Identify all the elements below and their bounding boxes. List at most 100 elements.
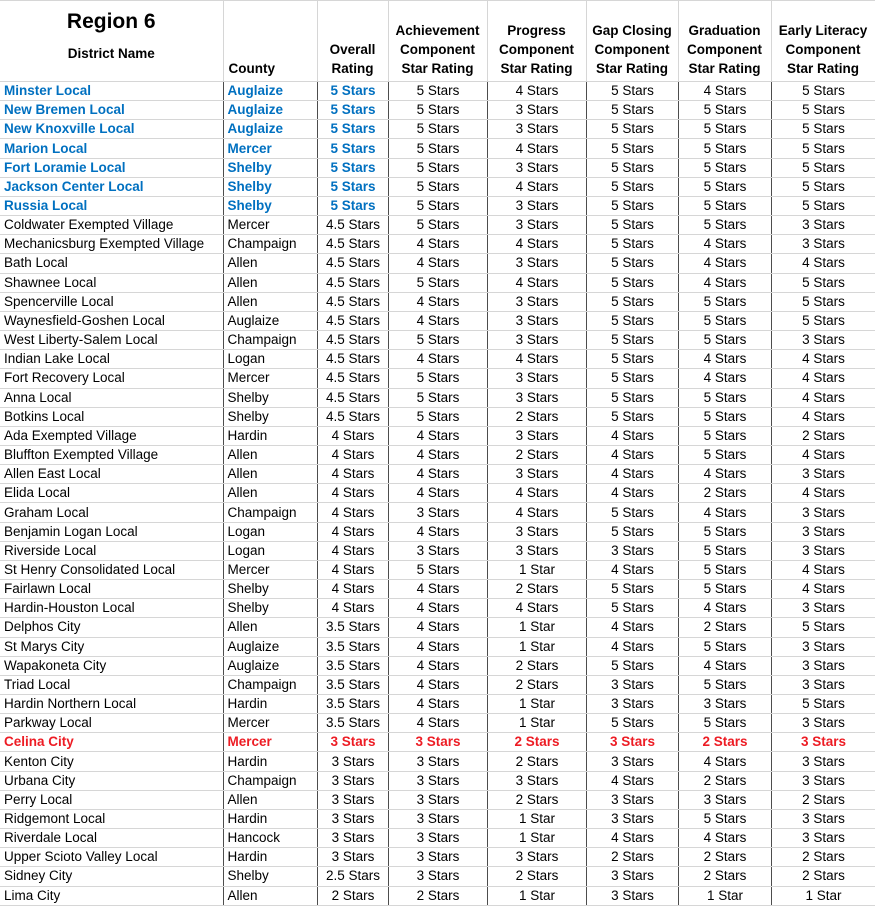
achievement-rating-cell: 3 Stars bbox=[387, 541, 487, 561]
progress-rating-cell: 1 Star bbox=[486, 694, 586, 715]
progress-rating-cell: 4 Stars bbox=[486, 273, 586, 293]
overall-rating-cell: 5 Stars bbox=[316, 138, 388, 159]
early-literacy-rating-cell: 3 Stars bbox=[770, 330, 875, 351]
table-row: Coldwater Exempted Village Mercer 4.5 St… bbox=[0, 215, 875, 236]
graduation-rating-cell: 5 Stars bbox=[677, 637, 771, 657]
overall-rating-cell: 4 Stars bbox=[316, 445, 388, 466]
overall-rating-cell: 4.5 Stars bbox=[316, 349, 388, 370]
achievement-rating-cell: 5 Stars bbox=[387, 388, 487, 408]
gap-closing-rating-cell: 4 Stars bbox=[585, 617, 678, 638]
table-row: Parkway Local Mercer 3.5 Stars 4 Stars 1… bbox=[0, 713, 875, 734]
early-literacy-rating-cell: 5 Stars bbox=[770, 617, 875, 638]
achievement-rating-cell: 4 Stars bbox=[387, 234, 487, 255]
graduation-rating-cell: 4 Stars bbox=[677, 464, 771, 485]
table-row: Mechanicsburg Exempted Village Champaign… bbox=[0, 234, 875, 255]
district-cell: Upper Scioto Valley Local bbox=[0, 847, 223, 868]
achievement-rating-cell: 3 Stars bbox=[387, 828, 487, 849]
county-cell: Auglaize bbox=[222, 311, 317, 332]
gap-closing-rating-cell: 3 Stars bbox=[585, 694, 678, 715]
table-row: Jackson Center Local Shelby 5 Stars 5 St… bbox=[0, 177, 875, 197]
gap-closing-rating-cell: 5 Stars bbox=[585, 311, 678, 332]
progress-rating-cell: 3 Stars bbox=[486, 292, 586, 312]
graduation-rating-cell: 2 Stars bbox=[677, 617, 771, 638]
county-cell: Shelby bbox=[222, 866, 317, 887]
progress-rating-cell: 1 Star bbox=[486, 560, 586, 581]
graduation-rating-cell: 5 Stars bbox=[677, 809, 771, 830]
county-cell: Allen bbox=[222, 790, 317, 810]
district-cell: Elida Local bbox=[0, 483, 223, 504]
overall-rating-cell: 4 Stars bbox=[316, 522, 388, 542]
overall-rating-cell: 4.5 Stars bbox=[316, 330, 388, 351]
overall-rating-cell: 3 Stars bbox=[316, 847, 388, 868]
early-literacy-rating-cell: 4 Stars bbox=[770, 483, 875, 504]
gap-closing-rating-cell: 5 Stars bbox=[585, 119, 678, 140]
overall-rating-cell: 4.5 Stars bbox=[316, 388, 388, 408]
early-literacy-rating-cell: 3 Stars bbox=[770, 464, 875, 485]
achievement-rating-cell: 3 Stars bbox=[387, 502, 487, 523]
district-cell: Waynesfield-Goshen Local bbox=[0, 311, 223, 332]
gap-closing-rating-cell: 5 Stars bbox=[585, 598, 678, 619]
gap-closing-rating-cell: 5 Stars bbox=[585, 330, 678, 351]
county-cell: Hardin bbox=[222, 847, 317, 868]
overall-rating-cell: 4.5 Stars bbox=[316, 253, 388, 274]
early-literacy-rating-cell: 5 Stars bbox=[770, 292, 875, 312]
district-cell: Jackson Center Local bbox=[0, 177, 223, 197]
graduation-rating-cell: 4 Stars bbox=[677, 273, 771, 293]
overall-rating-cell: 3.5 Stars bbox=[316, 656, 388, 676]
achievement-rating-cell: 5 Stars bbox=[387, 330, 487, 351]
table-row: Lima City Allen 2 Stars 2 Stars 1 Star 3… bbox=[0, 886, 875, 906]
achievement-rating-cell: 5 Stars bbox=[387, 100, 487, 121]
graduation-rating-cell: 5 Stars bbox=[677, 713, 771, 734]
gap-closing-rating-cell: 5 Stars bbox=[585, 158, 678, 178]
achievement-rating-cell: 4 Stars bbox=[387, 292, 487, 312]
district-cell: Botkins Local bbox=[0, 407, 223, 427]
gap-closing-rating-cell: 4 Stars bbox=[585, 637, 678, 657]
county-cell: Shelby bbox=[222, 388, 317, 408]
gap-closing-rating-cell: 4 Stars bbox=[585, 560, 678, 581]
county-cell: Logan bbox=[222, 522, 317, 542]
table-row: Bluffton Exempted Village Allen 4 Stars … bbox=[0, 445, 875, 466]
district-cell: New Bremen Local bbox=[0, 100, 223, 121]
early-literacy-rating-cell: 4 Stars bbox=[770, 368, 875, 389]
county-cell: Auglaize bbox=[222, 119, 317, 140]
graduation-rating-cell: 2 Stars bbox=[677, 771, 771, 791]
early-literacy-rating-cell: 2 Stars bbox=[770, 790, 875, 810]
overall-rating-cell: 4 Stars bbox=[316, 541, 388, 561]
county-cell: Auglaize bbox=[222, 637, 317, 657]
early-literacy-column-header: Early Literacy Component Star Rating bbox=[770, 0, 875, 82]
achievement-rating-cell: 4 Stars bbox=[387, 445, 487, 466]
region-title: Region 6 bbox=[66, 10, 156, 33]
table-row: Waynesfield-Goshen Local Auglaize 4.5 St… bbox=[0, 311, 875, 332]
county-cell: Hardin bbox=[222, 694, 317, 715]
gap-closing-rating-cell: 5 Stars bbox=[585, 656, 678, 676]
achievement-rating-cell: 5 Stars bbox=[387, 196, 487, 217]
achievement-rating-cell: 4 Stars bbox=[387, 349, 487, 370]
county-cell: Allen bbox=[222, 483, 317, 504]
district-cell: Fort Recovery Local bbox=[0, 368, 223, 389]
table-row: Minster Local Auglaize 5 Stars 5 Stars 4… bbox=[0, 81, 875, 102]
graduation-rating-cell: 5 Stars bbox=[677, 138, 771, 159]
overall-rating-cell: 4.5 Stars bbox=[316, 215, 388, 236]
gap-closing-rating-cell: 5 Stars bbox=[585, 138, 678, 159]
gap-closing-rating-cell: 5 Stars bbox=[585, 579, 678, 600]
county-cell: Hancock bbox=[222, 828, 317, 849]
early-literacy-rating-cell: 3 Stars bbox=[770, 522, 875, 542]
district-name-label: District Name bbox=[67, 46, 155, 61]
achievement-rating-cell: 3 Stars bbox=[387, 790, 487, 810]
gap-closing-rating-cell: 5 Stars bbox=[585, 713, 678, 734]
achievement-rating-cell: 5 Stars bbox=[387, 407, 487, 427]
early-literacy-rating-cell: 3 Stars bbox=[770, 502, 875, 523]
gap-closing-rating-cell: 5 Stars bbox=[585, 292, 678, 312]
county-cell: Mercer bbox=[222, 732, 317, 753]
gap-closing-rating-cell: 3 Stars bbox=[585, 866, 678, 887]
progress-rating-cell: 3 Stars bbox=[486, 215, 586, 236]
county-cell: Shelby bbox=[222, 177, 317, 197]
achievement-rating-cell: 4 Stars bbox=[387, 311, 487, 332]
graduation-rating-cell: 5 Stars bbox=[677, 292, 771, 312]
table-row: Upper Scioto Valley Local Hardin 3 Stars… bbox=[0, 847, 875, 868]
district-cell: Hardin-Houston Local bbox=[0, 598, 223, 619]
achievement-rating-cell: 2 Stars bbox=[387, 886, 487, 906]
district-cell: Riverside Local bbox=[0, 541, 223, 561]
progress-rating-cell: 3 Stars bbox=[486, 847, 586, 868]
